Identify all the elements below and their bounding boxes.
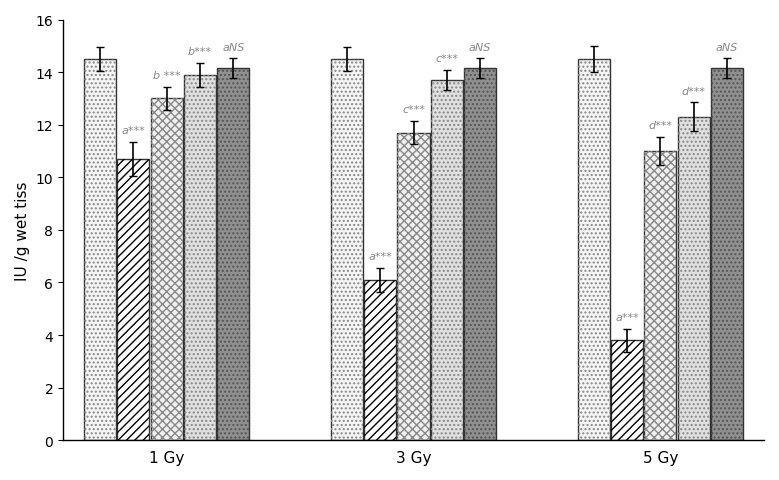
Bar — [217, 69, 249, 440]
Bar — [431, 81, 463, 440]
Bar — [364, 280, 397, 440]
Text: c***: c*** — [435, 54, 458, 64]
Bar — [150, 99, 183, 440]
Text: aNS: aNS — [469, 43, 492, 52]
Bar — [184, 75, 216, 440]
Bar — [611, 341, 643, 440]
Bar — [364, 280, 397, 440]
Bar — [217, 69, 249, 440]
Text: c***: c*** — [402, 105, 425, 115]
Bar — [578, 60, 610, 440]
Text: b***: b*** — [188, 47, 212, 57]
Bar — [84, 60, 116, 440]
Bar — [397, 133, 429, 440]
Bar — [118, 159, 150, 440]
Bar — [84, 60, 116, 440]
Bar — [678, 118, 710, 440]
Text: b ***: b *** — [153, 71, 181, 81]
Bar — [397, 133, 429, 440]
Y-axis label: IU /g wet tiss: IU /g wet tiss — [15, 181, 30, 280]
Bar — [711, 69, 743, 440]
Bar — [611, 341, 643, 440]
Bar — [711, 69, 743, 440]
Bar — [464, 69, 496, 440]
Bar — [150, 99, 183, 440]
Bar — [331, 60, 363, 440]
Bar — [678, 118, 710, 440]
Text: d***: d*** — [682, 86, 706, 96]
Text: a***: a*** — [122, 126, 145, 136]
Text: a***: a*** — [368, 252, 392, 262]
Bar — [184, 75, 216, 440]
Text: d***: d*** — [648, 120, 672, 131]
Bar — [464, 69, 496, 440]
Text: aNS: aNS — [716, 43, 738, 52]
Text: aNS: aNS — [222, 43, 245, 52]
Bar — [118, 159, 150, 440]
Bar — [331, 60, 363, 440]
Bar — [431, 81, 463, 440]
Bar — [644, 152, 676, 440]
Bar — [644, 152, 676, 440]
Bar — [578, 60, 610, 440]
Text: a***: a*** — [615, 312, 639, 322]
